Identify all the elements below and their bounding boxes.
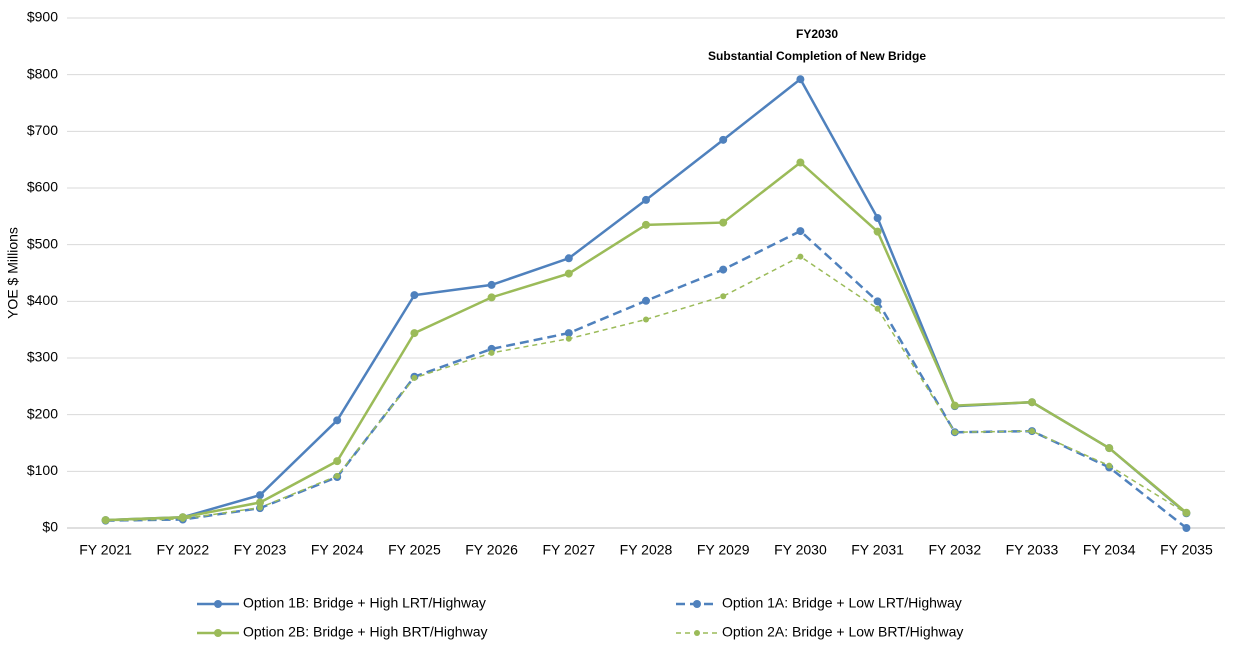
point <box>487 293 496 302</box>
x-tick-label: FY 2025 <box>388 542 441 558</box>
series-line <box>105 160 1188 522</box>
point <box>410 329 419 338</box>
point <box>796 158 805 167</box>
x-tick-label: FY 2026 <box>465 542 518 558</box>
point <box>410 291 419 300</box>
legend-marker <box>214 629 222 637</box>
y-tick-label: $200 <box>27 405 58 421</box>
x-tick-label: FY 2034 <box>1083 542 1136 558</box>
point <box>874 305 881 312</box>
point <box>487 280 496 289</box>
point <box>719 265 728 274</box>
annotation: FY2030 <box>796 27 838 41</box>
point <box>642 296 650 305</box>
point <box>1105 444 1114 453</box>
legend-marker <box>694 630 700 636</box>
legend-marker <box>693 600 701 608</box>
x-tick-label: FY 2032 <box>928 542 981 558</box>
legend-label: Option 2B: Bridge + High BRT/Highway <box>243 624 487 640</box>
point <box>256 491 264 500</box>
point <box>102 517 109 524</box>
y-axis-label: YOE $ Millions <box>5 227 21 319</box>
x-tick-label: FY 2031 <box>851 542 904 558</box>
x-tick-label: FY 2029 <box>697 542 750 558</box>
point <box>334 472 341 479</box>
point <box>256 498 264 507</box>
legend-marker <box>214 600 222 608</box>
point <box>796 75 805 84</box>
legend-label: Option 1A: Bridge + Low LRT/Highway <box>722 595 962 611</box>
point <box>873 227 882 236</box>
y-tick-label: $700 <box>27 122 58 138</box>
point <box>333 457 342 466</box>
x-tick-label: FY 2030 <box>774 542 827 558</box>
point <box>951 429 958 436</box>
point <box>1028 398 1036 407</box>
point <box>488 349 495 356</box>
point <box>1182 524 1191 532</box>
point <box>797 253 804 260</box>
point <box>796 227 805 236</box>
point <box>873 297 882 306</box>
y-tick-label: $500 <box>27 235 58 251</box>
x-tick-label: FY 2035 <box>1160 542 1213 558</box>
point <box>873 214 882 223</box>
x-tick-label: FY 2022 <box>156 542 209 558</box>
point <box>564 269 573 278</box>
point <box>950 401 959 410</box>
point <box>643 316 649 323</box>
point <box>642 220 650 229</box>
y-tick-label: $400 <box>27 292 58 308</box>
point <box>720 293 727 300</box>
point <box>564 329 573 338</box>
x-tick-label: FY 2033 <box>1006 542 1059 558</box>
point <box>411 374 418 381</box>
point <box>179 515 186 522</box>
legend-label: Option 1B: Bridge + High LRT/Highway <box>243 595 486 611</box>
x-tick-label: FY 2023 <box>234 542 287 558</box>
series-line <box>105 229 1188 529</box>
y-tick-label: $300 <box>27 349 58 365</box>
point <box>719 135 728 144</box>
annotation: Substantial Completion of New Bridge <box>708 49 926 63</box>
series-line <box>105 255 1187 522</box>
y-tick-label: $100 <box>27 462 58 478</box>
point <box>1183 510 1190 517</box>
y-tick-label: $0 <box>42 519 58 535</box>
point <box>1106 462 1113 469</box>
x-tick-label: FY 2028 <box>620 542 673 558</box>
point <box>642 195 650 204</box>
y-tick-label: $600 <box>27 179 58 195</box>
point <box>565 335 572 342</box>
y-tick-label: $800 <box>27 65 58 81</box>
point <box>719 218 728 227</box>
legend-label: Option 2A: Bridge + Low BRT/Highway <box>722 624 963 640</box>
x-tick-label: FY 2027 <box>542 542 595 558</box>
x-tick-label: FY 2021 <box>79 542 132 558</box>
point <box>257 504 263 511</box>
point <box>564 254 573 263</box>
x-tick-label: FY 2024 <box>311 542 364 558</box>
point <box>333 416 342 425</box>
y-tick-label: $900 <box>27 9 58 25</box>
point <box>1029 428 1035 435</box>
